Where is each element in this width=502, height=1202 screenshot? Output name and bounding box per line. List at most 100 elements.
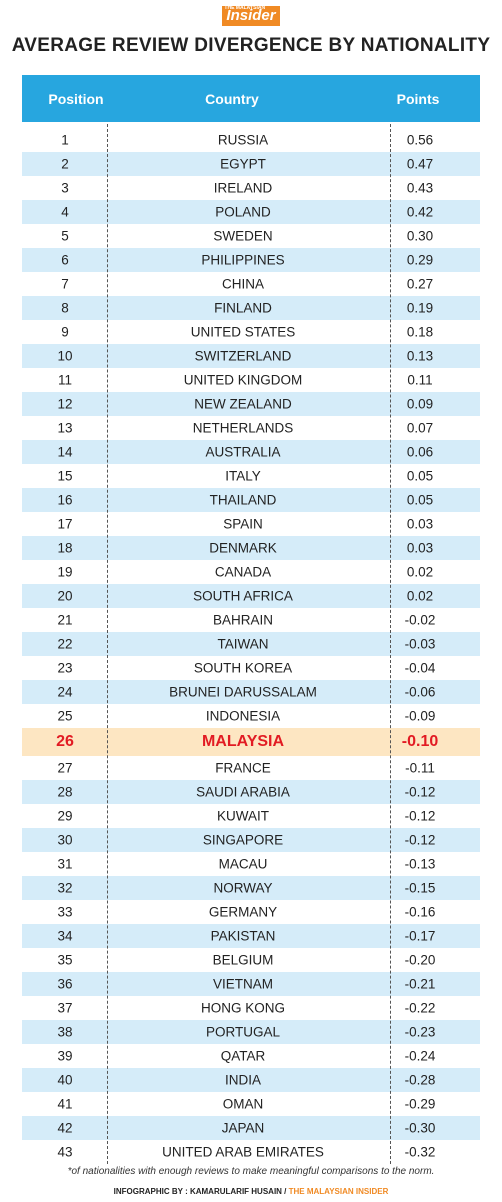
table-row: 3 IRELAND 0.43 [22, 176, 480, 200]
points-cell: 0.42 [406, 204, 434, 220]
title: AVERAGE REVIEW DIVERGENCE BY NATIONALITY [11, 35, 491, 56]
points-cell: 0.30 [406, 228, 434, 244]
table-row: 33 GERMANY -0.16 [22, 900, 480, 924]
country-cell: THAILAND [209, 492, 277, 508]
table-row: 7 CHINA 0.27 [22, 272, 480, 296]
points-cell: -0.30 [404, 1120, 436, 1136]
country-cell: INDONESIA [205, 708, 281, 724]
table-row: 36 VIETNAM -0.21 [22, 972, 480, 996]
country-cell: OMAN [222, 1096, 264, 1112]
points-cell: -0.17 [404, 928, 436, 944]
points-cell: 0.13 [406, 348, 434, 364]
logo-text: Insider [226, 7, 276, 24]
position-cell: 9 [61, 324, 69, 340]
table-row: 25 INDONESIA -0.09 [22, 704, 480, 728]
country-cell: QATAR [220, 1048, 266, 1064]
position-cell: 35 [57, 952, 73, 968]
country-cell: JAPAN [221, 1120, 265, 1136]
points-cell: 0.19 [406, 300, 434, 316]
country-cell: UNITED ARAB EMIRATES [162, 1144, 324, 1160]
country-cell: HONG KONG [200, 1000, 286, 1016]
table-row: 27 FRANCE -0.11 [22, 756, 480, 780]
country-cell: UNITED KINGDOM [183, 372, 303, 388]
country-cell: TAIWAN [217, 636, 269, 652]
position-cell: 21 [57, 612, 73, 628]
country-cell: BELGIUM [212, 952, 274, 968]
country-cell: SWEDEN [213, 228, 273, 244]
country-cell: VIETNAM [212, 976, 274, 992]
position-cell: 20 [57, 588, 73, 604]
points-cell: 0.11 [407, 372, 433, 388]
points-cell: 0.07 [406, 420, 434, 436]
points-cell: 0.56 [406, 132, 434, 148]
table-row: 29 KUWAIT -0.12 [22, 804, 480, 828]
position-cell: 22 [57, 636, 73, 652]
country-cell: SINGAPORE [202, 832, 284, 848]
table-row: 37 HONG KONG -0.22 [22, 996, 480, 1020]
position-cell: 33 [57, 904, 73, 920]
country-cell: IRELAND [213, 180, 273, 196]
position-cell: 6 [61, 252, 69, 268]
points-cell: 0.06 [406, 444, 434, 460]
points-cell: 0.18 [406, 324, 434, 340]
table-row: 26 MALAYSIA -0.10 [22, 728, 480, 756]
table-row: 22 TAIWAN -0.03 [22, 632, 480, 656]
points-cell: -0.13 [404, 856, 436, 872]
position-cell: 36 [57, 976, 73, 992]
position-cell: 40 [57, 1072, 73, 1088]
points-cell: 0.29 [406, 252, 434, 268]
country-cell: KUWAIT [217, 808, 269, 824]
position-cell: 26 [56, 733, 74, 750]
country-cell: FINLAND [214, 300, 272, 316]
table-row: 17 SPAIN 0.03 [22, 512, 480, 536]
table-row: 18 DENMARK 0.03 [22, 536, 480, 560]
position-cell: 19 [57, 564, 73, 580]
position-cell: 30 [57, 832, 73, 848]
points-cell: -0.09 [404, 708, 436, 724]
points-cell: -0.22 [404, 1000, 436, 1016]
points-cell: -0.16 [404, 904, 436, 920]
points-cell: -0.12 [404, 832, 436, 848]
position-cell: 34 [57, 928, 73, 944]
position-cell: 28 [57, 784, 73, 800]
footnote: *of nationalities with enough reviews to… [67, 1166, 435, 1177]
position-cell: 38 [57, 1024, 73, 1040]
table-row: 21 BAHRAIN -0.02 [22, 608, 480, 632]
position-cell: 16 [57, 492, 73, 508]
country-cell: INDIA [224, 1072, 262, 1088]
country-cell: ITALY [225, 468, 261, 484]
points-cell: -0.28 [404, 1072, 436, 1088]
points-cell: -0.32 [404, 1144, 436, 1160]
position-cell: 1 [61, 132, 69, 148]
table-row: 28 SAUDI ARABIA -0.12 [22, 780, 480, 804]
points-cell: -0.23 [404, 1024, 436, 1040]
points-cell: -0.10 [401, 733, 439, 750]
position-cell: 17 [57, 516, 73, 532]
country-cell: SOUTH KOREA [193, 660, 293, 676]
table-row: 11 UNITED KINGDOM 0.11 [22, 368, 480, 392]
position-cell: 23 [57, 660, 73, 676]
country-cell: PAKISTAN [210, 928, 276, 944]
position-cell: 2 [61, 156, 69, 172]
country-cell: SWITZERLAND [194, 348, 292, 364]
table-row: 15 ITALY 0.05 [22, 464, 480, 488]
position-cell: 27 [57, 760, 73, 776]
points-cell: 0.05 [406, 468, 434, 484]
position-cell: 15 [57, 468, 73, 484]
country-cell: DENMARK [209, 540, 277, 556]
position-cell: 29 [57, 808, 73, 824]
position-cell: 11 [57, 372, 73, 388]
points-cell: 0.43 [406, 180, 434, 196]
country-cell: BRUNEI DARUSSALAM [169, 684, 317, 700]
points-cell: 0.05 [406, 492, 434, 508]
country-cell: PHILIPPINES [201, 252, 285, 268]
points-cell: 0.02 [406, 564, 434, 580]
table-row: 19 CANADA 0.02 [22, 560, 480, 584]
table-row: 30 SINGAPORE -0.12 [22, 828, 480, 852]
country-cell: BAHRAIN [212, 612, 274, 628]
points-cell: -0.15 [404, 880, 436, 896]
points-cell: 0.02 [406, 588, 434, 604]
position-cell: 12 [57, 396, 73, 412]
table-row: 12 NEW ZEALAND 0.09 [22, 392, 480, 416]
table-row: 31 MACAU -0.13 [22, 852, 480, 876]
